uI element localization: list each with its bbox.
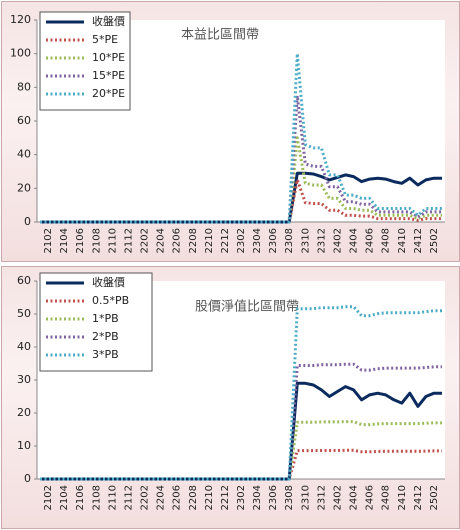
x-tick-label: 2212 xyxy=(220,485,231,510)
legend-label: 15*PE xyxy=(92,69,125,82)
series-line xyxy=(40,52,442,224)
x-tick-label: 2408 xyxy=(381,228,392,253)
x-tick-label: 2502 xyxy=(429,228,440,253)
series-line xyxy=(40,136,442,224)
legend-label: 0.5*PB xyxy=(92,294,129,307)
x-tick-label: 2206 xyxy=(172,485,183,510)
y-tick-label: 40 xyxy=(17,340,31,353)
series-line xyxy=(40,362,442,481)
x-tick-label: 2308 xyxy=(284,228,295,253)
x-tick-label: 2306 xyxy=(268,228,279,253)
x-tick-label: 2312 xyxy=(316,228,327,253)
series-line xyxy=(40,171,442,224)
y-tick-label: 120 xyxy=(10,13,31,26)
x-tick-label: 2302 xyxy=(236,485,247,510)
x-tick-label: 2202 xyxy=(140,228,151,253)
x-tick-label: 2102 xyxy=(43,228,54,253)
y-tick-label: 30 xyxy=(17,373,31,386)
x-tick-label: 2404 xyxy=(349,228,360,253)
x-tick-label: 2502 xyxy=(429,485,440,510)
x-tick-label: 2302 xyxy=(236,228,247,253)
x-tick-label: 2106 xyxy=(75,485,86,510)
legend-label: 收盤價 xyxy=(92,275,125,289)
y-tick-label: 60 xyxy=(17,114,31,127)
y-tick-label: 0 xyxy=(24,472,31,485)
legend-label: 20*PE xyxy=(92,87,125,100)
legend-box xyxy=(39,272,153,372)
x-tick-label: 2208 xyxy=(188,485,199,510)
y-tick-label: 100 xyxy=(10,47,31,60)
y-tick-label: 20 xyxy=(17,181,31,194)
x-tick-label: 2308 xyxy=(284,485,295,510)
y-tick-label: 80 xyxy=(17,80,31,93)
legend-label: 2*PB xyxy=(92,330,119,343)
x-tick-label: 2406 xyxy=(365,485,376,510)
x-tick-label: 2406 xyxy=(365,228,376,253)
x-tick-label: 2402 xyxy=(332,228,343,253)
x-tick-label: 2204 xyxy=(156,485,167,510)
legend-label: 收盤價 xyxy=(92,14,125,28)
x-tick-label: 2210 xyxy=(204,485,215,510)
y-tick-label: 40 xyxy=(17,148,31,161)
x-tick-label: 2204 xyxy=(156,228,167,253)
x-tick-label: 2110 xyxy=(107,485,118,510)
x-tick-label: 2206 xyxy=(172,228,183,253)
x-tick-label: 2108 xyxy=(91,485,102,510)
x-tick-label: 2108 xyxy=(91,228,102,253)
series-line xyxy=(40,448,442,481)
y-tick-label: 50 xyxy=(17,307,31,320)
x-tick-label: 2404 xyxy=(349,485,360,510)
x-tick-label: 2102 xyxy=(43,485,54,510)
legend-label: 5*PE xyxy=(92,33,118,46)
y-tick-label: 0 xyxy=(24,215,31,228)
x-tick-label: 2212 xyxy=(220,228,231,253)
x-tick-label: 2304 xyxy=(252,228,263,253)
x-tick-label: 2410 xyxy=(397,485,408,510)
legend-label: 1*PB xyxy=(92,312,119,325)
x-tick-label: 2112 xyxy=(123,228,134,253)
series-line xyxy=(40,381,442,481)
y-tick-label: 20 xyxy=(17,406,31,419)
x-tick-label: 2104 xyxy=(59,485,70,510)
legend-label: 10*PE xyxy=(92,51,125,64)
x-tick-label: 2410 xyxy=(397,228,408,253)
chart-title: 股價淨值比區間帶 xyxy=(195,299,299,315)
x-tick-label: 2412 xyxy=(413,485,424,510)
x-tick-label: 2304 xyxy=(252,485,263,510)
x-tick-label: 2112 xyxy=(123,485,134,510)
x-tick-label: 2412 xyxy=(413,228,424,253)
panel: 0 10 20 30 40 50 60 2102 2104 2106 2108 2110 2112 220… xyxy=(1,266,460,529)
x-tick-label: 2208 xyxy=(188,228,199,253)
x-tick-label: 2408 xyxy=(381,485,392,510)
legend-label: 3*PB xyxy=(92,348,119,361)
chart: 0 10 20 30 40 50 60 2102 2104 2106 2108 2110 2112 220… xyxy=(17,272,445,510)
x-tick-label: 2310 xyxy=(300,228,311,253)
chart: 0 20 40 60 80 100 120 2102 2104 2106 2108 2110 2112 2… xyxy=(10,11,445,253)
y-tick-label: 10 xyxy=(17,439,31,452)
x-tick-label: 2106 xyxy=(75,228,86,253)
x-tick-label: 2310 xyxy=(300,485,311,510)
chart-title: 本益比區間帶 xyxy=(181,28,259,43)
x-tick-label: 2402 xyxy=(332,485,343,510)
x-tick-label: 2210 xyxy=(204,228,215,253)
x-tick-label: 2110 xyxy=(107,228,118,253)
panel: 0 20 40 60 80 100 120 2102 2104 2106 2108 2110 2112 2… xyxy=(1,1,460,262)
x-tick-label: 2306 xyxy=(268,485,279,510)
x-tick-label: 2312 xyxy=(316,485,327,510)
y-tick-label: 60 xyxy=(17,274,31,287)
x-tick-label: 2202 xyxy=(140,485,151,510)
x-tick-label: 2104 xyxy=(59,228,70,253)
